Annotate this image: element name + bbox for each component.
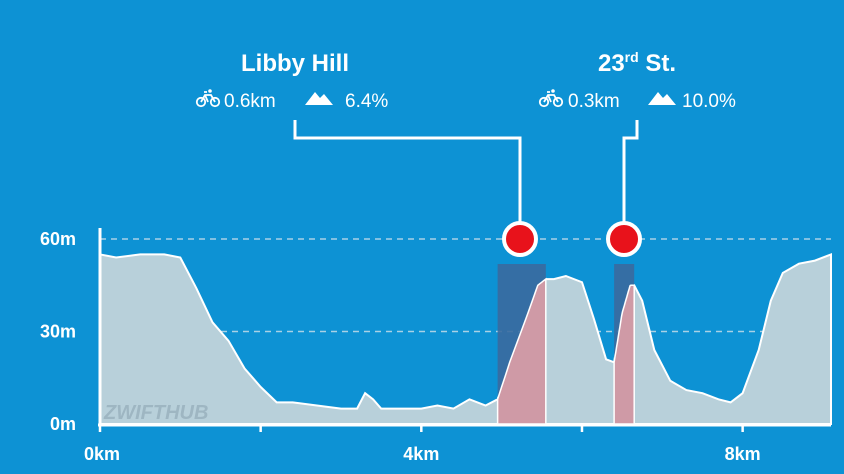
climb-segment xyxy=(613,284,635,425)
x-tick-label: 0km xyxy=(84,444,120,464)
climb-grade: 10.0% xyxy=(682,91,736,112)
climb-distance: 0.3km xyxy=(568,91,620,112)
climb-marker[interactable] xyxy=(606,221,642,257)
tick-labels: 0km 4km 8km 0m 30m 60m xyxy=(40,229,761,464)
climb-name: Libby Hill xyxy=(241,50,349,77)
watermark-logo: ZWIFTHUB xyxy=(103,402,208,424)
watermark-part2: HUB xyxy=(165,402,208,424)
bike-icon xyxy=(538,88,564,108)
mountain-icon xyxy=(305,92,333,105)
y-tick-label: 30m xyxy=(40,322,76,342)
watermark-part1: ZWIFT xyxy=(103,402,167,424)
grid-layer xyxy=(100,238,831,333)
climb-segment xyxy=(496,277,547,425)
climb-marker[interactable] xyxy=(502,221,538,257)
climb-grade: 6.4% xyxy=(345,91,388,112)
mountain-icon xyxy=(648,92,676,105)
climb-distance: 0.6km xyxy=(224,91,276,112)
y-tick-label: 0m xyxy=(50,414,76,434)
callout-leader-line xyxy=(293,120,522,226)
x-tick-label: 4km xyxy=(403,444,439,464)
elevation-profile-area xyxy=(99,252,832,425)
climb-callout-libby-hill[interactable]: Libby Hill 0.6km 6.4% xyxy=(195,50,522,226)
climb-highlights xyxy=(496,264,635,425)
climb-callout-23rd-st[interactable]: 23rd St. 0.3km 10.0% xyxy=(538,49,736,226)
bike-icon xyxy=(195,88,221,108)
callout-leader-line xyxy=(622,120,639,226)
y-tick-label: 60m xyxy=(40,229,76,249)
axes xyxy=(98,228,831,432)
climb-name: 23rd St. xyxy=(598,49,676,77)
x-tick-label: 8km xyxy=(725,444,761,464)
climb-markers[interactable] xyxy=(502,221,642,257)
